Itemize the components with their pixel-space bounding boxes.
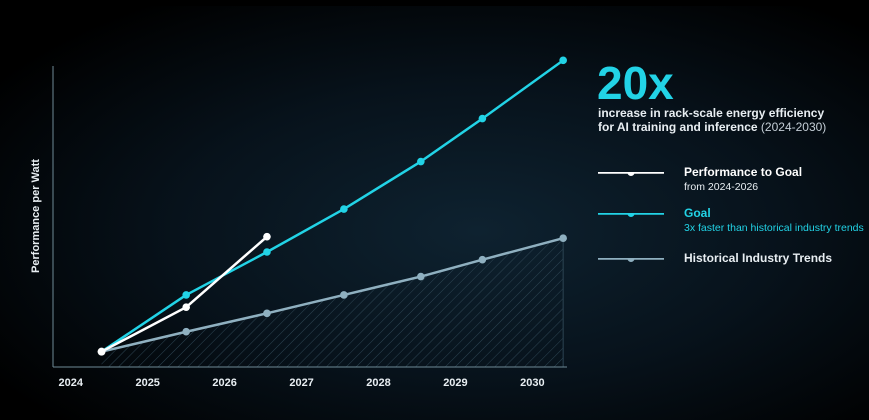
axes-layer bbox=[52, 66, 567, 368]
point-goal-1 bbox=[182, 291, 190, 299]
legend-swatch-performance bbox=[598, 172, 664, 176]
headline-range: (2024-2030) bbox=[760, 120, 827, 134]
point-goal-6 bbox=[559, 56, 567, 65]
point-goal-3 bbox=[340, 205, 348, 213]
legend-sublabel-performance: from 2024-2026 bbox=[684, 181, 759, 193]
x-tick-label-2026: 2026 bbox=[212, 377, 236, 389]
x-tick-label-2030: 2030 bbox=[520, 377, 544, 389]
point-historical-industry-trends-5 bbox=[478, 255, 487, 264]
point-historical-industry-trends-2 bbox=[263, 309, 271, 318]
x-tick-label-2027: 2027 bbox=[289, 377, 313, 389]
point-performance-to-goal-1 bbox=[182, 303, 190, 312]
headline-line2-wrap: for AI training and inference (2024-2030… bbox=[598, 120, 868, 134]
point-historical-industry-trends-3 bbox=[340, 291, 348, 299]
headline-line1: increase in rack-scale energy efficiency bbox=[598, 106, 825, 120]
point-historical-industry-trends-1 bbox=[182, 327, 190, 336]
x-tick-label-2024: 2024 bbox=[59, 377, 84, 389]
x-tick-label-2028: 2028 bbox=[366, 377, 390, 389]
point-goal-2 bbox=[263, 248, 271, 256]
headline-description: increase in rack-scale energy efficiency… bbox=[598, 106, 868, 134]
point-performance-to-goal-2 bbox=[263, 232, 271, 241]
legend-label-historical: Historical Industry Trends bbox=[684, 251, 833, 265]
y-axis-label: Performance per Watt bbox=[30, 159, 42, 273]
legend-label-goal: Goal bbox=[684, 206, 711, 220]
headline-value: 20x bbox=[597, 57, 674, 109]
point-goal-5 bbox=[478, 114, 487, 123]
point-goal-4 bbox=[417, 157, 425, 166]
legend-swatch-historical bbox=[598, 258, 664, 262]
x-tick-label-2029: 2029 bbox=[443, 377, 467, 389]
x-tick-label-2025: 2025 bbox=[135, 377, 159, 389]
origin-point bbox=[97, 347, 106, 356]
legend-label-performance: Performance to Goal bbox=[684, 165, 803, 179]
ticks-layer: 2024 2025 2026 2027 2028 2029 2030 bbox=[59, 377, 545, 389]
legend-sublabel-goal: 3x faster than historical industry trend… bbox=[684, 222, 864, 234]
series-layer bbox=[97, 56, 567, 356]
legend-swatch-goal bbox=[598, 213, 664, 217]
point-historical-industry-trends-4 bbox=[417, 272, 425, 281]
point-historical-industry-trends-6 bbox=[559, 234, 567, 242]
headline-line2: for AI training and inference bbox=[598, 120, 758, 134]
top-band bbox=[0, 0, 869, 6]
